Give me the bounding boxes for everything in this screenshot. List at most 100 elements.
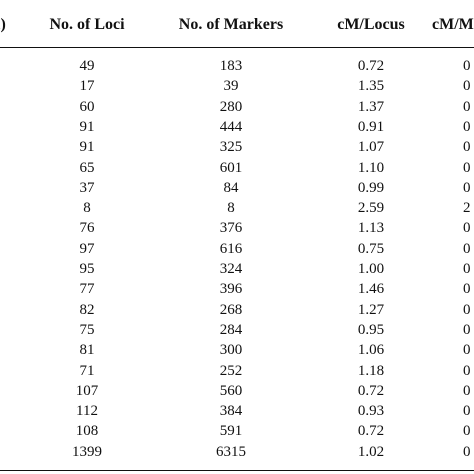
header-cell-no-of-loci: No. of Loci: [49, 16, 125, 33]
cell-no-of-loci: 108: [75, 423, 99, 440]
cell-cm-per-locus: 0.75: [357, 240, 385, 257]
cell-cm-per-locus: 2.59: [357, 200, 385, 217]
cell-no-of-loci: 82: [79, 301, 95, 318]
cell-no-of-markers: 396: [219, 281, 243, 298]
table-row: 49 183 0.72 0: [0, 56, 474, 76]
cell-no-of-loci: 81: [79, 342, 95, 359]
table-row: 97 616 0.75 0: [0, 239, 474, 259]
cell-cm-per-locus: 1.27: [357, 301, 385, 318]
cell-cm-per-locus: 1.35: [357, 78, 385, 95]
cell-cm-per-marker: 0: [463, 403, 471, 420]
table-row: 108 591 0.72 0: [0, 421, 474, 441]
header-cell-no-of-markers: No. of Markers: [178, 16, 284, 33]
table-row: 17 39 1.35 0: [0, 76, 474, 96]
header-cell-partial: l): [0, 16, 6, 33]
cell-cm-per-marker: 0: [463, 301, 471, 318]
table-row: 76 376 1.13 0: [0, 218, 474, 238]
cell-cm-per-marker: 0: [463, 362, 471, 379]
cell-cm-per-locus: 0.72: [357, 382, 385, 399]
table-row: 75 284 0.95 0: [0, 320, 474, 340]
cell-cm-per-locus: 1.37: [357, 98, 385, 115]
cell-no-of-markers: 560: [219, 382, 243, 399]
table-row: 107 560 0.72 0: [0, 381, 474, 401]
cell-no-of-markers: 284: [219, 321, 243, 338]
table-row: 1399 6315 1.02 0: [0, 442, 474, 462]
cell-cm-per-marker: 0: [463, 443, 471, 460]
cell-no-of-loci: 91: [79, 139, 95, 156]
cell-cm-per-marker: 0: [463, 261, 471, 277]
cell-no-of-loci: 1399: [72, 443, 102, 460]
cell-cm-per-marker: 0: [463, 58, 471, 74]
cell-cm-per-locus: 0.99: [357, 179, 385, 196]
cell-cm-per-marker: 0: [463, 139, 471, 156]
cell-no-of-markers: 280: [219, 98, 243, 115]
cell-cm-per-locus: 1.02: [357, 443, 385, 460]
cell-no-of-loci: 97: [79, 240, 95, 257]
cell-no-of-markers: 268: [219, 301, 243, 318]
cell-cm-per-marker: 0: [463, 179, 471, 196]
cell-cm-per-marker: 0: [463, 98, 471, 115]
cell-no-of-markers: 591: [219, 423, 243, 440]
cell-no-of-markers: 376: [219, 220, 243, 237]
cell-no-of-markers: 384: [219, 403, 243, 420]
table-row: 91 444 0.91 0: [0, 117, 474, 137]
cell-no-of-loci: 37: [79, 179, 95, 196]
table-row: 91 325 1.07 0: [0, 137, 474, 157]
cell-no-of-markers: 183: [219, 58, 243, 74]
cell-no-of-loci: 95: [79, 261, 95, 277]
cell-no-of-markers: 252: [219, 362, 243, 379]
table-row: 95 324 1.00 0: [0, 259, 474, 279]
cell-no-of-markers: 444: [219, 118, 243, 135]
cell-cm-per-locus: 0.95: [357, 321, 385, 338]
table-row: 60 280 1.37 0: [0, 97, 474, 117]
cell-cm-per-marker: 0: [463, 281, 471, 298]
cell-no-of-loci: 75: [79, 321, 95, 338]
table-row: 37 84 0.99 0: [0, 178, 474, 198]
cell-no-of-loci: 76: [79, 220, 95, 237]
cell-cm-per-locus: 1.18: [357, 362, 385, 379]
header-cell-cm-per-locus: cM/Locus: [337, 16, 405, 33]
table-row: 82 268 1.27 0: [0, 300, 474, 320]
cell-cm-per-marker: 0: [463, 342, 471, 359]
cell-no-of-loci: 91: [79, 118, 95, 135]
cell-cm-per-marker: 0: [463, 159, 471, 176]
cell-no-of-loci: 112: [76, 403, 98, 420]
table-row: 8 8 2.59 2: [0, 198, 474, 218]
cell-cm-per-marker: 0: [463, 78, 471, 95]
cell-no-of-loci: 49: [79, 58, 95, 74]
cell-no-of-markers: 300: [219, 342, 243, 359]
cell-no-of-loci: 107: [75, 382, 99, 399]
cell-cm-per-marker: 0: [463, 118, 471, 135]
cell-no-of-markers: 6315: [216, 443, 246, 460]
cell-cm-per-locus: 1.06: [357, 342, 385, 359]
table-row: 71 252 1.18 0: [0, 361, 474, 381]
cell-no-of-markers: 324: [219, 261, 243, 277]
table-row: 65 601 1.10 0: [0, 158, 474, 178]
cell-cm-per-locus: 1.00: [357, 261, 385, 277]
cell-cm-per-locus: 0.72: [357, 423, 385, 440]
cell-cm-per-marker: 2: [463, 200, 471, 217]
cell-cm-per-marker: 0: [463, 240, 471, 257]
cell-no-of-loci: 17: [79, 78, 95, 95]
cell-cm-per-locus: 1.13: [357, 220, 385, 237]
cell-cm-per-locus: 0.93: [357, 403, 385, 420]
cell-no-of-loci: 77: [79, 281, 95, 298]
cell-no-of-loci: 60: [79, 98, 95, 115]
cell-no-of-markers: 39: [223, 78, 239, 95]
cell-cm-per-marker: 0: [463, 423, 471, 440]
cell-no-of-markers: 325: [219, 139, 243, 156]
cell-cm-per-marker: 0: [463, 220, 471, 237]
cell-no-of-loci: 71: [79, 362, 95, 379]
cell-no-of-loci: 8: [83, 200, 91, 217]
cell-no-of-loci: 65: [79, 159, 95, 176]
table-header-row: l) No. of Loci No. of Markers cM/Locus c…: [0, 14, 474, 36]
cell-no-of-markers: 601: [219, 159, 243, 176]
cell-cm-per-locus: 1.46: [357, 281, 385, 298]
bottom-divider: [0, 470, 474, 471]
cell-cm-per-locus: 0.91: [357, 118, 385, 135]
cell-no-of-markers: 616: [219, 240, 243, 257]
header-divider: [0, 47, 474, 48]
cell-cm-per-locus: 1.10: [357, 159, 385, 176]
table-row: 81 300 1.06 0: [0, 340, 474, 360]
cell-no-of-markers: 8: [227, 200, 235, 217]
